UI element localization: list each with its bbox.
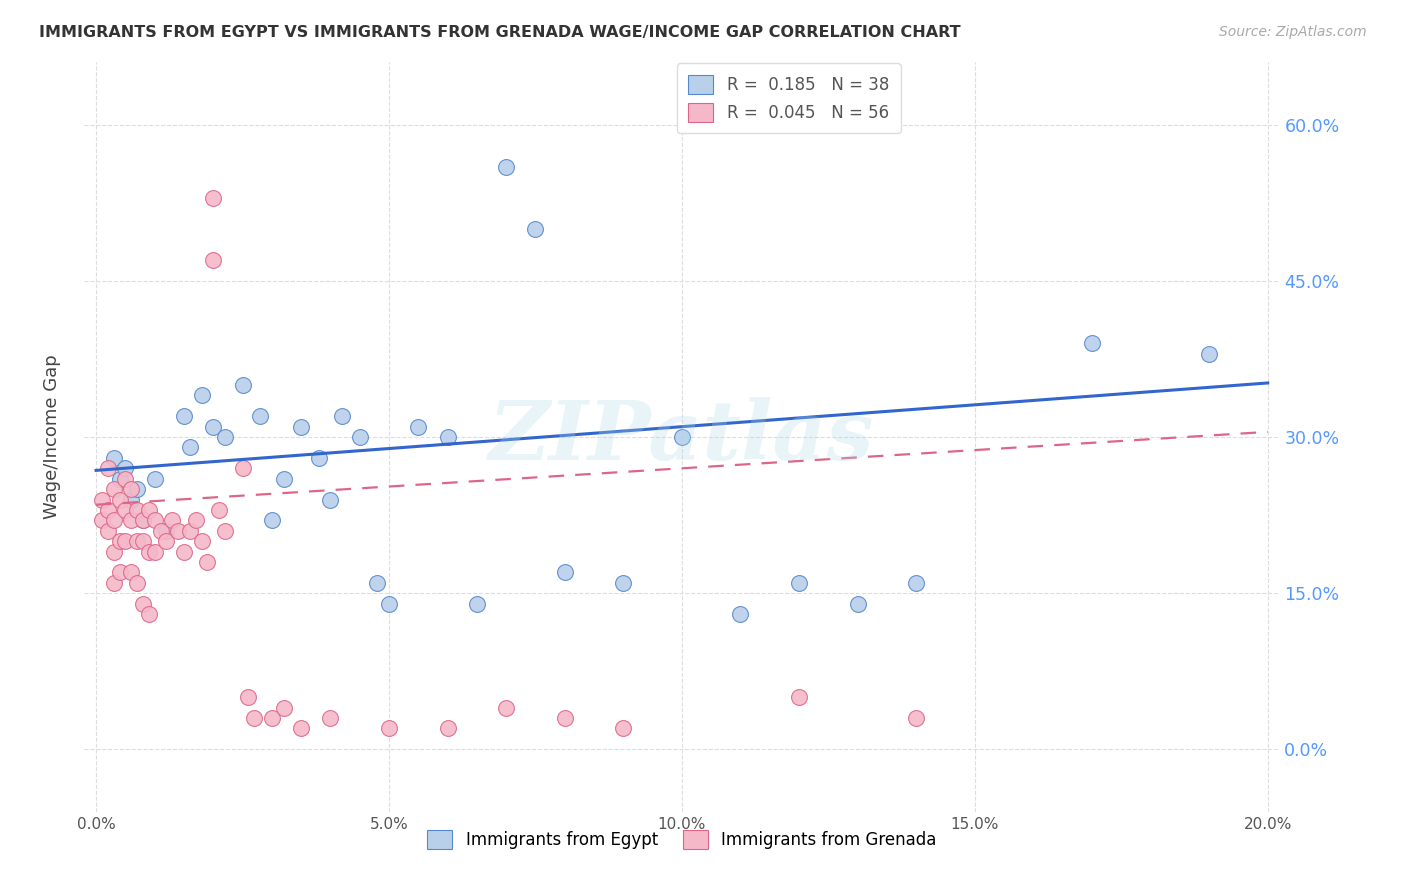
Point <box>120 566 142 580</box>
Point <box>495 700 517 714</box>
Point <box>273 700 295 714</box>
Point <box>155 534 177 549</box>
Point <box>120 513 142 527</box>
Point <box>173 544 195 558</box>
Point <box>190 388 212 402</box>
Point <box>108 566 131 580</box>
Point <box>179 524 201 538</box>
Point <box>138 544 160 558</box>
Point <box>1081 336 1104 351</box>
Point <box>149 524 172 538</box>
Point <box>378 722 401 736</box>
Point <box>231 461 254 475</box>
Point <box>108 492 131 507</box>
Point <box>127 575 149 590</box>
Point <box>132 597 155 611</box>
Point <box>524 222 547 236</box>
Point <box>90 513 114 527</box>
Point <box>179 441 201 455</box>
Point <box>162 513 183 527</box>
Point <box>143 513 166 527</box>
Point <box>97 461 120 475</box>
Point <box>114 534 136 549</box>
Point <box>108 472 131 486</box>
Point <box>290 419 312 434</box>
Text: ZIPatlas: ZIPatlas <box>489 397 875 477</box>
Point <box>249 409 271 424</box>
Point <box>243 711 266 725</box>
Point <box>97 524 120 538</box>
Point <box>132 513 155 527</box>
Point <box>127 503 149 517</box>
Point <box>554 566 576 580</box>
Point <box>319 711 342 725</box>
Point <box>202 253 225 268</box>
Point <box>214 430 236 444</box>
Point <box>197 555 219 569</box>
Point <box>465 597 488 611</box>
Point <box>208 503 231 517</box>
Point <box>290 722 312 736</box>
Point <box>155 524 177 538</box>
Point <box>114 461 136 475</box>
Point <box>90 492 114 507</box>
Point <box>905 575 928 590</box>
Point <box>190 534 212 549</box>
Point <box>184 513 207 527</box>
Point <box>114 503 136 517</box>
Point <box>108 534 131 549</box>
Point <box>103 513 125 527</box>
Point <box>408 419 430 434</box>
Point <box>103 544 125 558</box>
Point <box>378 597 401 611</box>
Point <box>138 607 160 621</box>
Point <box>114 472 136 486</box>
Point <box>730 607 752 621</box>
Point <box>167 524 190 538</box>
Point <box>120 492 142 507</box>
Point <box>120 482 142 496</box>
Point <box>127 482 149 496</box>
Point <box>349 430 371 444</box>
Point <box>132 534 155 549</box>
Point <box>308 450 330 465</box>
Point <box>173 409 195 424</box>
Point <box>787 575 810 590</box>
Point <box>143 472 166 486</box>
Point <box>436 722 458 736</box>
Point <box>127 534 149 549</box>
Point <box>103 482 125 496</box>
Point <box>787 690 810 705</box>
Point <box>260 513 283 527</box>
Point <box>554 711 576 725</box>
Point <box>138 503 160 517</box>
Point <box>612 575 634 590</box>
Point <box>273 472 295 486</box>
Text: Source: ZipAtlas.com: Source: ZipAtlas.com <box>1219 25 1367 39</box>
Point <box>97 503 120 517</box>
Point <box>1198 347 1220 361</box>
Point <box>103 450 125 465</box>
Legend: Immigrants from Egypt, Immigrants from Grenada: Immigrants from Egypt, Immigrants from G… <box>420 823 943 855</box>
Point <box>846 597 869 611</box>
Point <box>214 524 236 538</box>
Point <box>202 191 225 205</box>
Text: IMMIGRANTS FROM EGYPT VS IMMIGRANTS FROM GRENADA WAGE/INCOME GAP CORRELATION CHA: IMMIGRANTS FROM EGYPT VS IMMIGRANTS FROM… <box>39 25 960 40</box>
Point <box>905 711 928 725</box>
Point <box>132 513 155 527</box>
Point <box>143 544 166 558</box>
Point <box>238 690 260 705</box>
Point <box>495 160 517 174</box>
Point <box>231 378 254 392</box>
Point <box>260 711 283 725</box>
Point <box>612 722 634 736</box>
Point <box>366 575 388 590</box>
Point <box>319 492 342 507</box>
Point <box>202 419 225 434</box>
Y-axis label: Wage/Income Gap: Wage/Income Gap <box>42 355 60 519</box>
Point <box>671 430 693 444</box>
Point <box>330 409 353 424</box>
Point <box>103 575 125 590</box>
Point <box>436 430 458 444</box>
